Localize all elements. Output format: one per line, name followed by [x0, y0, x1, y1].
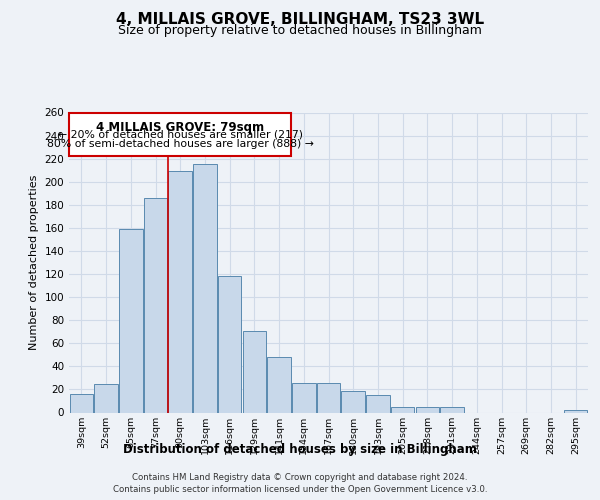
- Bar: [193, 164, 217, 412]
- Bar: [440, 406, 464, 412]
- Text: Contains public sector information licensed under the Open Government Licence v3: Contains public sector information licen…: [113, 485, 487, 494]
- Bar: [391, 406, 415, 412]
- Bar: [70, 394, 93, 412]
- Bar: [119, 229, 143, 412]
- Text: 4, MILLAIS GROVE, BILLINGHAM, TS23 3WL: 4, MILLAIS GROVE, BILLINGHAM, TS23 3WL: [116, 12, 484, 28]
- Bar: [169, 172, 192, 412]
- Bar: [218, 276, 241, 412]
- Text: 4 MILLAIS GROVE: 79sqm: 4 MILLAIS GROVE: 79sqm: [97, 120, 265, 134]
- Bar: [242, 330, 266, 412]
- Bar: [144, 198, 167, 412]
- Bar: [366, 395, 389, 412]
- Bar: [292, 382, 316, 412]
- Bar: [564, 410, 587, 412]
- Text: Contains HM Land Registry data © Crown copyright and database right 2024.: Contains HM Land Registry data © Crown c…: [132, 472, 468, 482]
- Text: 80% of semi-detached houses are larger (888) →: 80% of semi-detached houses are larger (…: [47, 139, 314, 149]
- Text: Distribution of detached houses by size in Billingham: Distribution of detached houses by size …: [123, 442, 477, 456]
- Bar: [94, 384, 118, 412]
- Text: Size of property relative to detached houses in Billingham: Size of property relative to detached ho…: [118, 24, 482, 37]
- Y-axis label: Number of detached properties: Number of detached properties: [29, 175, 39, 350]
- Bar: [416, 406, 439, 412]
- Text: ← 20% of detached houses are smaller (217): ← 20% of detached houses are smaller (21…: [58, 130, 303, 140]
- Bar: [341, 390, 365, 412]
- Bar: [317, 382, 340, 412]
- FancyBboxPatch shape: [70, 112, 292, 156]
- Bar: [268, 357, 291, 412]
